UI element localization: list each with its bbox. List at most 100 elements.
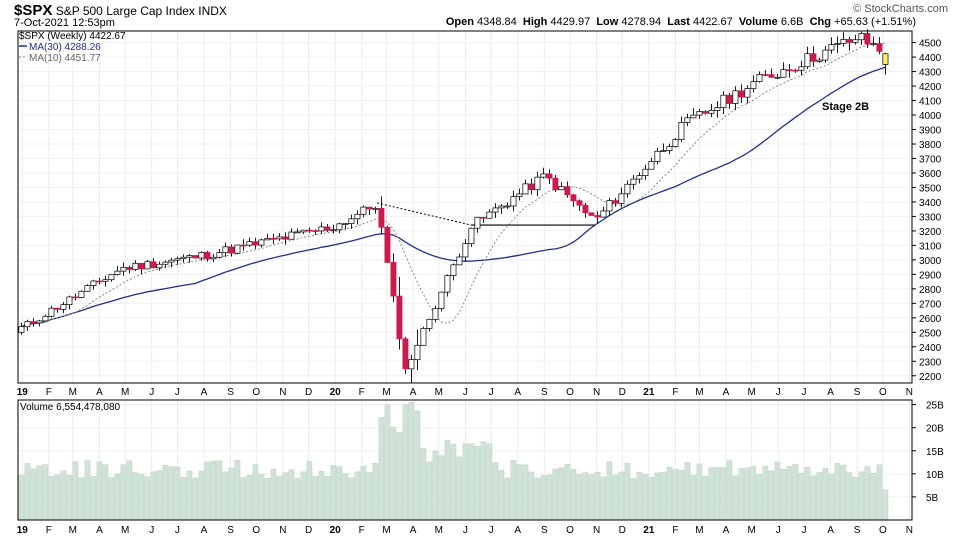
time-tick-label: M xyxy=(748,525,756,536)
low-value: 4278.94 xyxy=(621,16,662,28)
candle-body xyxy=(150,261,157,269)
time-tick-label: N xyxy=(906,387,913,398)
candle-body xyxy=(114,270,121,276)
candle-body xyxy=(366,206,373,210)
volume-bar xyxy=(570,468,577,521)
candle-body xyxy=(54,307,61,310)
time-tick-label: S xyxy=(541,387,548,398)
price-tick-label: 3600 xyxy=(919,169,942,180)
volume-bar xyxy=(312,475,319,521)
candle-body xyxy=(474,216,481,229)
volume-bar xyxy=(684,462,691,521)
volume-bar xyxy=(876,464,883,521)
candle-body xyxy=(642,168,649,176)
candle-body xyxy=(450,264,457,276)
price-panel-frame xyxy=(17,30,913,384)
candle-body xyxy=(42,315,49,322)
candle-body xyxy=(678,122,685,140)
volume-bar xyxy=(426,461,433,521)
volume-bar xyxy=(666,467,673,521)
volume-bar xyxy=(852,477,859,521)
time-tick-label: D xyxy=(619,525,626,536)
candle-body xyxy=(216,252,223,258)
volume-bar xyxy=(720,467,727,521)
low-label: Low xyxy=(596,16,619,28)
volume-bar xyxy=(144,476,151,521)
candle-body xyxy=(552,177,559,191)
candle-body xyxy=(360,206,367,215)
candle-body xyxy=(372,207,379,210)
time-tick-label: 21 xyxy=(643,387,655,398)
candle-body xyxy=(858,33,865,41)
candle-body xyxy=(510,196,517,207)
time-tick-label: A xyxy=(827,525,834,536)
price-tick-label: 4500 xyxy=(919,39,942,50)
time-tick-label: A xyxy=(96,525,103,536)
volume-bar xyxy=(372,463,379,521)
volume-bar xyxy=(252,464,259,521)
time-axis: 19 19 F F M M A A M M J J J J A A S S O O N N D D 20 20 F F M M A A M M J J… xyxy=(17,387,913,536)
candle-body xyxy=(834,43,841,45)
time-tick-label: M xyxy=(69,525,77,536)
candle-body xyxy=(426,318,433,329)
volume-bar xyxy=(744,467,751,521)
high-label: High xyxy=(522,16,548,28)
price-tick-label: 4400 xyxy=(919,53,942,64)
candle-body xyxy=(468,227,475,244)
volume-bar xyxy=(474,446,481,521)
exchange: INDX xyxy=(198,4,227,18)
volume-bar xyxy=(582,472,589,521)
volume-bar xyxy=(294,477,301,521)
volume-bar xyxy=(66,474,73,521)
price-tick-label: 3800 xyxy=(919,140,942,151)
candle-body xyxy=(846,39,853,43)
volume-bar xyxy=(528,471,535,521)
time-tick-label: O xyxy=(566,525,574,536)
price-tick-label: 3100 xyxy=(919,241,942,252)
volume-bar xyxy=(690,474,697,521)
candle-body xyxy=(756,74,763,83)
candle-body xyxy=(582,204,589,214)
time-tick-label: S xyxy=(854,387,861,398)
candle-body xyxy=(48,307,55,317)
time-tick-label: A xyxy=(514,387,521,398)
time-tick-label: A xyxy=(96,387,103,398)
volume-bar xyxy=(348,477,355,521)
volume-tick-label: 15B xyxy=(926,447,944,458)
candle-body xyxy=(720,94,727,108)
time-tick-label: M xyxy=(69,387,77,398)
candle-body xyxy=(234,244,241,254)
volume-bars xyxy=(18,402,889,521)
volume-bar xyxy=(258,474,265,521)
candle-body xyxy=(252,241,259,246)
time-tick-label: A xyxy=(201,525,208,536)
candle-body xyxy=(768,74,775,78)
candle-body xyxy=(540,173,547,178)
price-tick-label: 4200 xyxy=(919,82,942,93)
candle-body xyxy=(168,259,175,263)
volume-bar xyxy=(306,461,313,521)
candle-body xyxy=(828,44,835,51)
volume-bar xyxy=(618,471,625,521)
time-tick-label: 20 xyxy=(330,525,342,536)
volume-bar xyxy=(810,475,817,521)
price-tick-label: 2700 xyxy=(919,299,942,310)
volume-bar xyxy=(648,476,655,521)
time-tick-label: 20 xyxy=(330,387,342,398)
volume-bar xyxy=(624,463,631,521)
candle-body xyxy=(228,246,235,254)
volume-bar xyxy=(276,475,283,521)
time-tick-label: D xyxy=(305,525,312,536)
time-tick-label: A xyxy=(201,387,208,398)
time-tick-label: O xyxy=(252,525,260,536)
time-tick-label: O xyxy=(879,525,887,536)
candle-body xyxy=(816,59,823,62)
time-tick-label: F xyxy=(359,387,365,398)
candle-body xyxy=(498,205,505,209)
price-tick-label: 4000 xyxy=(919,111,942,122)
volume-bar xyxy=(408,402,415,521)
candle-body xyxy=(414,344,421,361)
volume-bar xyxy=(756,474,763,521)
volume-bar xyxy=(96,461,103,521)
